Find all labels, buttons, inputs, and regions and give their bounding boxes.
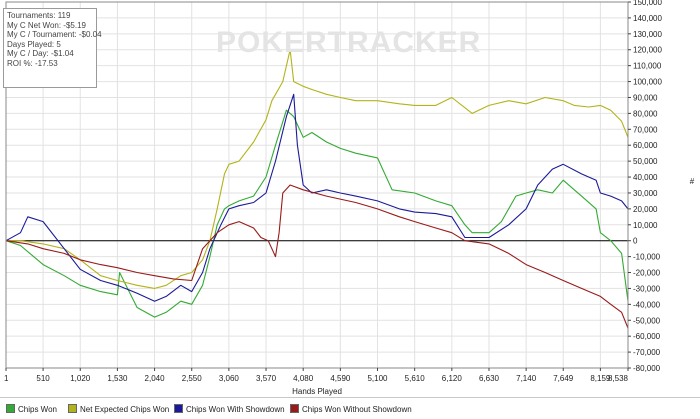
legend-item-with-showdown[interactable]: Chips Won With Showdown [174,404,285,414]
x-tick-label: 5,610 [405,374,426,383]
x-tick-label: 7,649 [553,374,574,383]
x-tick-labels: 1 510 1,020 1,530 2,040 2,550 3,060 3,570 4,080 4… [4,374,629,383]
series-line-3 [5,184,629,329]
legend-swatch [68,404,77,413]
legend-item-chips-won[interactable]: Chips Won [6,404,57,414]
x-tick-label: 6,630 [479,374,500,383]
series-line-0 [5,109,629,318]
stats-box: Tournaments: 119 My C Net Won: -$5.19 My… [3,8,102,88]
y-tick-label: -40,000 [633,300,661,309]
stat-per-tournament: My C / Tournament: -$0.04 [7,30,102,40]
grid [5,1,629,369]
y-tick-label: -10,000 [633,253,661,262]
y-tick-label: 120,000 [633,46,662,55]
y-tick-label: 60,000 [633,141,658,150]
series-line-2 [5,93,629,302]
x-tick-label: 1 [4,374,9,383]
y-tick-label: -50,000 [633,316,661,325]
x-tick-label: 8,159 [590,374,611,383]
y-tick-labels: 150,000 140,000 130,000 120,000 110,000 100,0… [633,0,662,373]
stat-days-played: Days Played: 5 [7,39,61,49]
y-tick-label: 30,000 [633,189,658,198]
y-unit-label: # [690,177,695,186]
x-tick-label: 2,040 [145,374,166,383]
legend-label: Chips Won With Showdown [186,405,285,414]
y-tick-label: 0 [633,237,638,246]
y-tick-label: 70,000 [633,125,658,134]
plot-background [6,2,628,368]
x-tick-label: 510 [36,374,50,383]
y-tick-label: 80,000 [633,109,658,118]
x-tick-label: 5,100 [367,374,388,383]
y-tick-label: 100,000 [633,78,662,87]
y-tick-label: -30,000 [633,284,661,293]
y-tick-label: 20,000 [633,205,658,214]
x-tick-label: 3,570 [256,374,277,383]
y-tick-label: -60,000 [633,332,661,341]
stat-per-day: My C / Day: -$1.04 [7,49,74,59]
y-tick-label: 10,000 [633,221,658,230]
legend-label: Chips Won [18,405,57,414]
y-tick-label: -70,000 [633,348,661,357]
x-tick-label: 6,120 [442,374,463,383]
x-tick-label: 3,060 [219,374,240,383]
stat-roi: ROI %: -17.53 [7,58,58,68]
y-tick-label: 150,000 [633,0,662,7]
y-tick-label: -20,000 [633,269,661,278]
x-tick-label: 1,020 [70,374,91,383]
y-tick-label: 40,000 [633,173,658,182]
legend: Chips Won Net Expected Chips Won Chips W… [0,397,700,419]
chart: 150,000140,000130,000120,000110,000100,0… [4,0,695,396]
legend-label: Net Expected Chips Won [80,405,170,414]
x-tick-label: 7,140 [516,374,537,383]
legend-label: Chips Won Without Showdown [302,405,412,414]
y-tick-label: 110,000 [633,62,662,71]
stat-net-won: My C Net Won: -$5.19 [7,20,86,30]
watermark-logo: POKERTRACKER [216,26,482,59]
x-tick-label: 4,080 [293,374,314,383]
legend-item-without-showdown[interactable]: Chips Won Without Showdown [290,404,412,414]
x-tick-label: 1,530 [107,374,128,383]
y-tick-label: -80,000 [633,364,661,373]
y-tick-label: 50,000 [633,157,658,166]
series-line-1 [6,49,629,289]
y-tick-label: 90,000 [633,93,658,102]
legend-swatch [290,404,299,413]
legend-swatch [174,404,183,413]
x-axis-title: Hands Played [292,387,342,396]
series-lines [5,49,629,329]
axes [5,1,631,371]
x-tick-label: 4,590 [330,374,351,383]
legend-swatch [6,404,15,413]
y-tick-label: 130,000 [633,30,662,39]
stat-tournaments: Tournaments: 119 [7,11,71,20]
y-tick-label: 140,000 [633,14,662,23]
x-tick-label: 8,538 [608,374,629,383]
legend-item-net-expected[interactable]: Net Expected Chips Won [68,404,169,414]
x-tick-label: 2,550 [182,374,203,383]
plot-frame [5,1,629,369]
